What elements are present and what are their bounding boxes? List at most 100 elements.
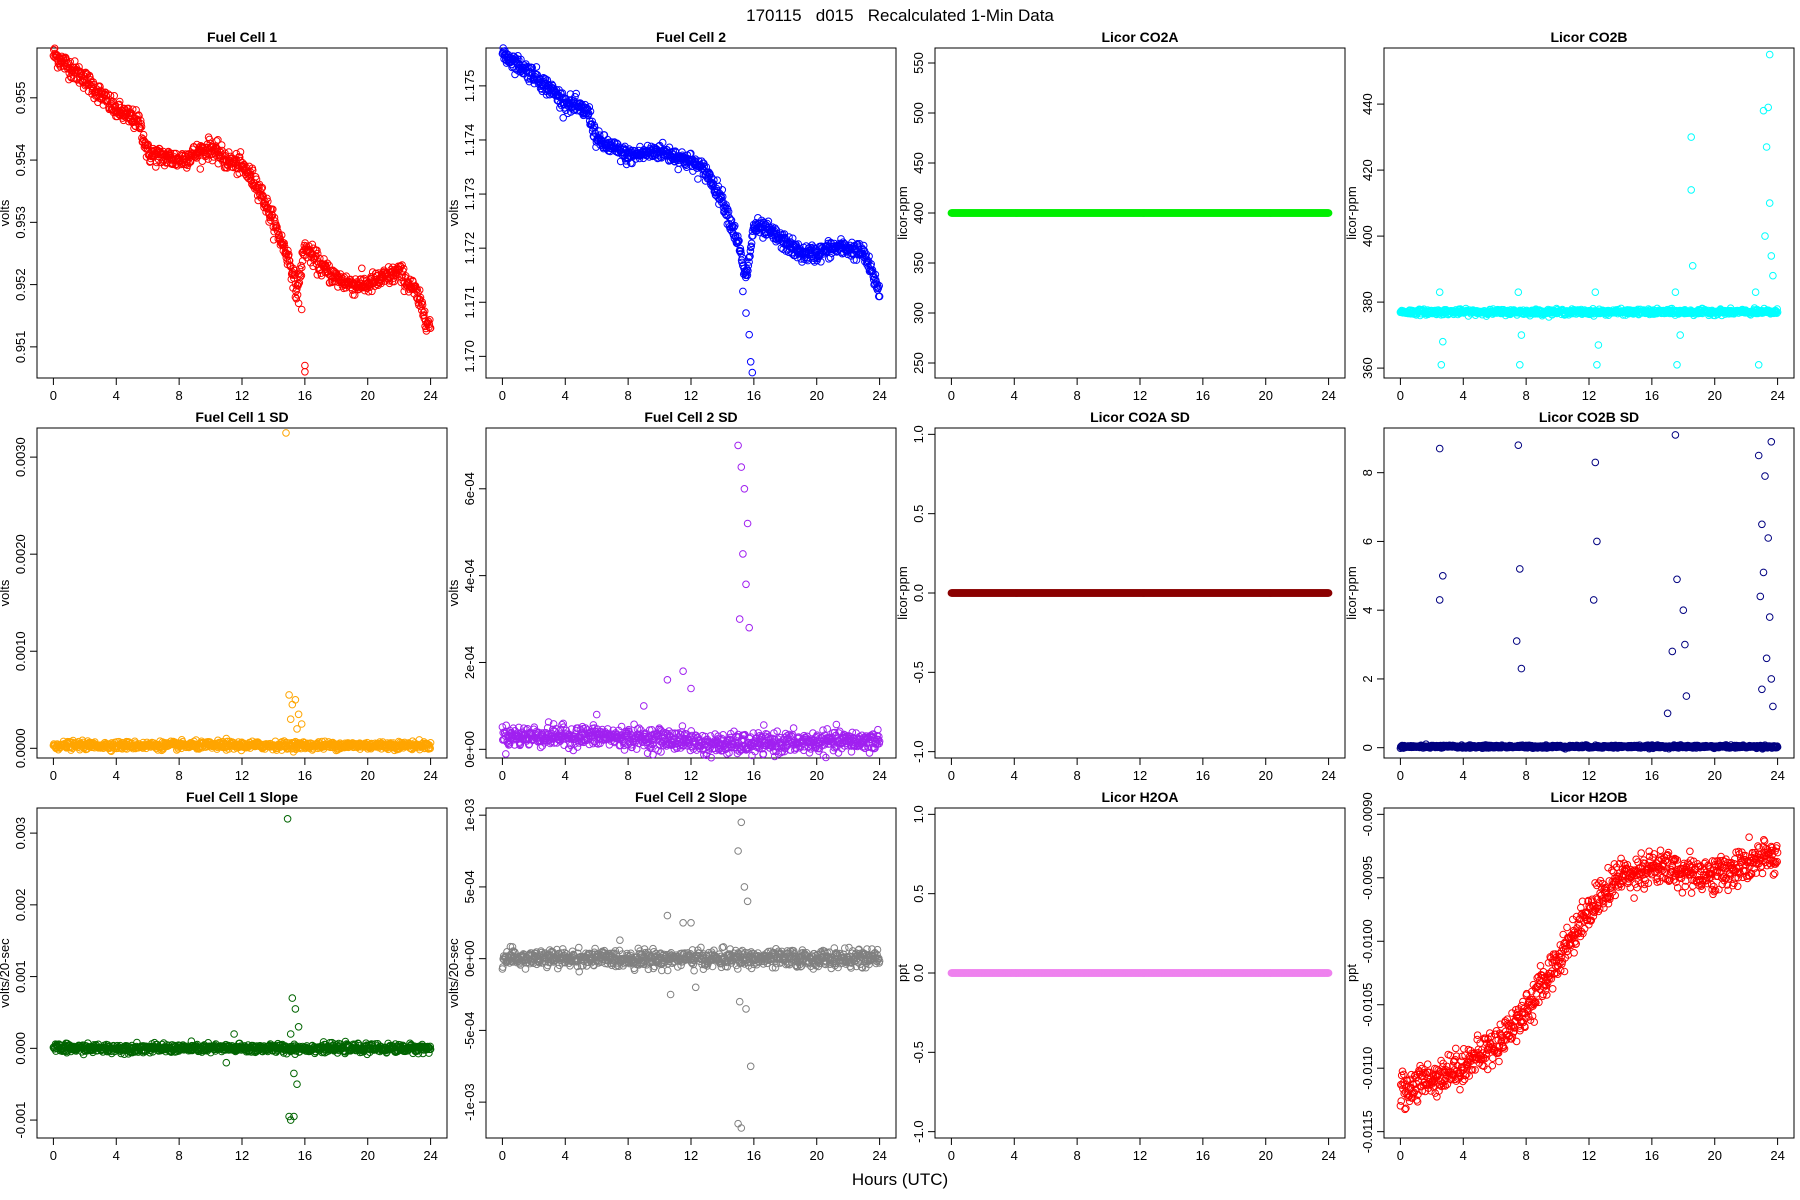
data-point <box>826 253 835 262</box>
x-tick-label: 8 <box>176 388 183 403</box>
y-tick-label: 450 <box>911 152 926 174</box>
y-tick-label: 500 <box>911 102 926 124</box>
figure-title: 170115 d015 Recalculated 1-Min Data <box>746 6 1054 25</box>
data-point <box>284 246 292 255</box>
plot-frame <box>36 427 448 759</box>
x-tick-label: 12 <box>684 768 698 783</box>
data-point <box>313 249 322 258</box>
data-point <box>628 159 636 168</box>
y-tick-label: 0.0030 <box>13 437 28 477</box>
data-point <box>282 429 290 437</box>
y-tick-label: 440 <box>1360 93 1375 115</box>
data-point <box>296 270 304 279</box>
x-tick-label: 12 <box>684 388 698 403</box>
data-point <box>325 261 333 270</box>
data-point <box>280 239 289 247</box>
data-point <box>285 257 294 265</box>
plot-frame <box>1383 47 1795 379</box>
data-point <box>1516 361 1524 369</box>
data-point <box>266 216 275 224</box>
data-point <box>291 293 300 301</box>
data-point <box>1764 103 1772 112</box>
data-point <box>264 204 273 212</box>
x-tick-label: 0 <box>1397 388 1404 403</box>
data-point <box>258 183 267 192</box>
data-point <box>287 262 295 271</box>
data-point <box>286 715 295 724</box>
data-point <box>426 316 434 324</box>
panel-title: Licor CO2B <box>1550 29 1627 45</box>
data-point <box>1687 133 1695 141</box>
x-tick-label: 8 <box>1074 388 1081 403</box>
y-axis-label: volts <box>446 199 461 226</box>
panel-title: Fuel Cell 2 <box>656 29 726 45</box>
x-tick-label: 12 <box>1582 388 1596 403</box>
data-point <box>745 330 754 339</box>
data-point <box>528 71 537 79</box>
data-point <box>301 368 309 376</box>
y-tick-label: 1.172 <box>462 232 477 265</box>
data-point <box>285 691 293 699</box>
data-point <box>595 131 604 139</box>
x-tick-label: 4 <box>113 768 120 783</box>
data-point <box>313 246 321 255</box>
y-tick-label: 0.951 <box>13 331 28 364</box>
x-tick-label: 0 <box>50 388 57 403</box>
x-tick-label: 8 <box>625 768 632 783</box>
y-tick-label: 0.0000 <box>13 728 28 768</box>
data-series <box>947 209 1333 217</box>
data-point <box>418 298 427 306</box>
x-tick-label: 8 <box>625 388 632 403</box>
data-point <box>139 130 148 139</box>
data-point <box>1437 361 1446 369</box>
data-point <box>135 112 143 120</box>
data-point <box>1765 50 1774 59</box>
data-point <box>307 253 316 262</box>
data-point <box>571 93 579 101</box>
data-point <box>426 324 435 332</box>
data-point <box>292 294 301 303</box>
data-point <box>293 291 302 299</box>
data-point <box>246 172 254 181</box>
y-tick-label: 2e-04 <box>462 646 477 679</box>
y-tick-label: 0.0020 <box>13 534 28 574</box>
data-point <box>548 81 557 90</box>
data-point <box>382 272 391 281</box>
data-point <box>236 148 245 156</box>
panel-title: Fuel Cell 2 SD <box>644 409 737 425</box>
data-point <box>337 273 346 281</box>
data-point <box>1765 199 1774 207</box>
data-point <box>263 194 271 203</box>
y-tick-label: 0.955 <box>13 82 28 115</box>
x-tick-label: 4 <box>562 768 569 783</box>
y-tick-label: 1.173 <box>462 178 477 211</box>
data-point <box>295 279 304 287</box>
x-tick-label: 16 <box>747 388 761 403</box>
data-point <box>205 135 214 144</box>
data-point <box>323 259 332 268</box>
data-point <box>275 230 283 239</box>
data-point <box>1673 361 1681 369</box>
data-point <box>297 271 306 280</box>
data-point <box>581 100 589 109</box>
data-point <box>136 124 145 132</box>
x-tick-label: 20 <box>360 768 374 783</box>
data-point <box>1439 337 1447 346</box>
data-point <box>288 700 297 709</box>
data-point <box>294 299 303 308</box>
data-point <box>293 285 301 293</box>
data-point <box>86 73 94 81</box>
data-point <box>217 141 226 149</box>
x-tick-label: 24 <box>1321 388 1335 403</box>
data-series <box>1396 50 1782 369</box>
data-point <box>1593 361 1601 369</box>
data-point <box>296 273 305 281</box>
data-point <box>419 308 428 317</box>
y-tick-label: 350 <box>911 252 926 274</box>
x-tick-label: 0 <box>948 388 955 403</box>
data-point <box>517 55 525 64</box>
data-point <box>288 268 297 277</box>
data-point <box>1671 288 1680 297</box>
